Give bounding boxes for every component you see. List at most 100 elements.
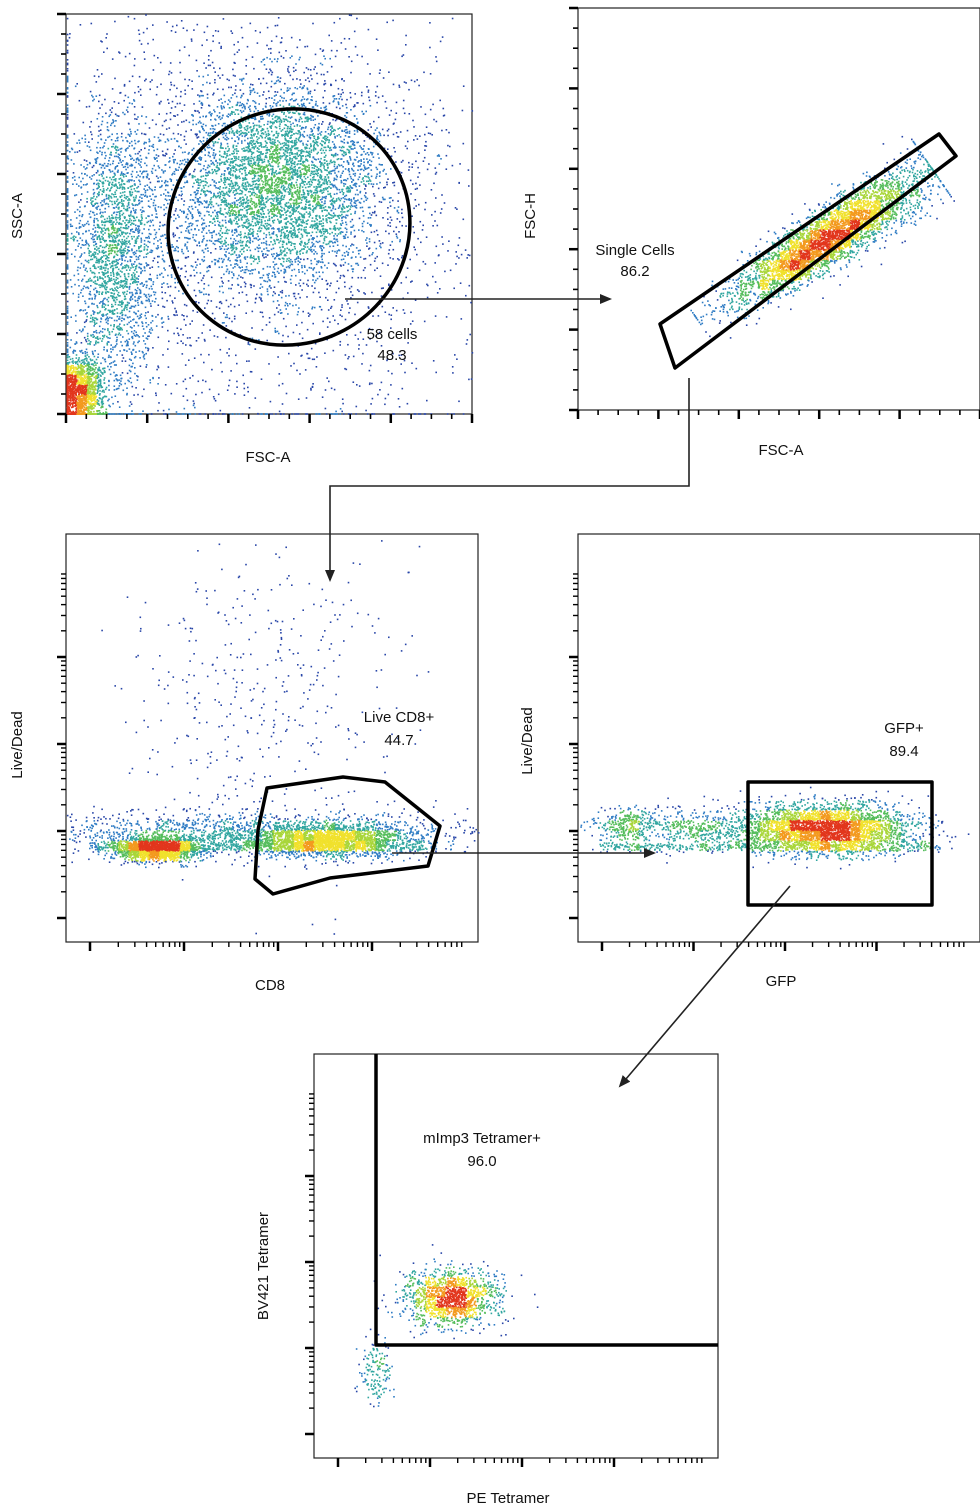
event-point [351,61,353,63]
event-point [234,75,236,77]
event-point [317,105,319,107]
event-point [347,178,349,180]
event-point [257,110,259,112]
event-point [304,46,306,48]
event-point [289,177,291,179]
event-point [307,329,309,331]
event-point [200,159,202,161]
event-point [278,229,280,231]
event-point [252,158,254,160]
event-point [331,149,333,151]
event-point [124,222,126,224]
event-point [233,275,235,277]
event-point [114,389,116,391]
event-point [238,139,240,141]
event-point [250,163,252,165]
event-point [318,158,320,160]
event-point [112,403,114,405]
event-point [154,200,156,202]
event-point [264,170,266,172]
event-point [340,176,342,178]
event-point [200,164,202,166]
event-point [93,225,95,227]
event-point [327,299,329,301]
event-point [99,390,101,392]
event-point [284,174,286,176]
event-point [310,69,312,71]
event-point [287,305,289,307]
event-point [261,242,263,244]
event-point [366,176,368,178]
event-point [292,232,294,234]
event-point [301,152,303,154]
event-point [313,150,315,152]
event-point [358,229,360,231]
event-point [364,140,366,142]
event-point [246,245,248,247]
event-point [289,265,291,267]
event-point [347,237,349,239]
event-point [175,208,177,210]
event-point [346,231,348,233]
event-point [270,287,272,289]
event-point [227,178,229,180]
event-point [304,98,306,100]
event-point [352,277,354,279]
event-point [290,282,292,284]
event-point [241,190,243,192]
event-point [203,124,205,126]
event-point [286,167,288,169]
event-point [111,107,113,109]
event-point [233,147,235,149]
event-point [284,128,286,130]
event-point [140,365,142,367]
event-point [268,130,270,132]
event-point [234,214,236,216]
event-point [336,175,338,177]
event-point [291,152,293,154]
event-point [310,173,312,175]
event-point [290,75,292,77]
event-point [344,179,346,181]
event-point [157,262,159,264]
event-point [382,242,384,244]
event-point [365,153,367,155]
event-point [321,255,323,257]
event-point [352,271,354,273]
event-point [300,134,302,136]
event-point [200,272,202,274]
event-point [250,225,252,227]
event-point [343,258,345,260]
event-point [100,189,102,191]
event-point [199,292,201,294]
event-point [206,202,208,204]
event-point [332,130,334,132]
event-point [162,151,164,153]
event-point [197,220,199,222]
event-point [257,129,259,131]
event-point [300,176,302,178]
event-point [444,202,446,204]
event-point [85,353,87,355]
event-point [233,170,235,172]
event-point [333,180,335,182]
event-point [373,156,375,158]
event-point [199,96,201,98]
event-point [228,113,230,115]
event-point [321,201,323,203]
event-point [289,223,291,225]
event-point [251,327,253,329]
event-point [342,205,344,207]
event-point [234,171,236,173]
event-point [296,203,298,205]
event-point [123,232,125,234]
event-point [261,61,263,63]
event-point [415,205,417,207]
event-point [98,126,100,128]
event-point [314,66,316,68]
event-point [322,272,324,274]
event-point [272,159,274,161]
event-point [208,230,210,232]
event-point [447,145,449,147]
event-point [129,199,131,201]
